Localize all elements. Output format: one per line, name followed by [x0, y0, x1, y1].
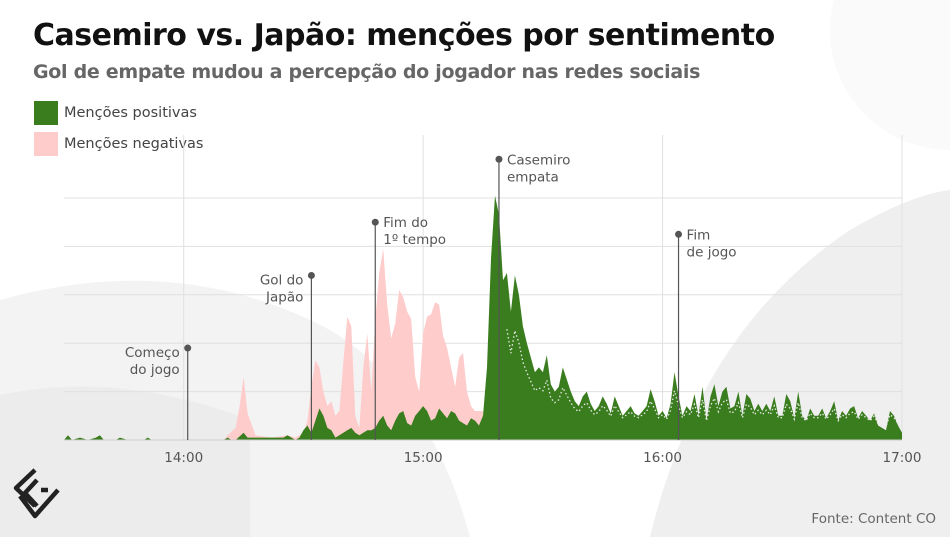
x-tick-label: 15:00 — [404, 450, 443, 466]
annotation-label: Começo — [125, 345, 180, 361]
annotation-label: 1º tempo — [383, 232, 446, 248]
annotation-dot — [307, 271, 315, 279]
chart-title: Casemiro vs. Japão: menções por sentimen… — [33, 18, 775, 53]
legend-label-positive: Menções positivas — [64, 105, 197, 121]
legend: Menções positivas Menções negativas — [34, 101, 204, 163]
legend-swatch-negative — [34, 132, 58, 156]
annotation-label: Casemiro — [507, 152, 570, 168]
source-note: Fonte: Content CO — [811, 511, 936, 527]
annotation-label: do jogo — [130, 362, 180, 378]
annotation-label: Gol do — [260, 272, 304, 288]
annotation-label: empata — [507, 169, 559, 185]
legend-label-negative: Menções negativas — [64, 136, 204, 152]
x-tick-label: 14:00 — [164, 450, 203, 466]
legend-item-positive: Menções positivas — [34, 101, 204, 125]
annotation-dot — [371, 218, 379, 226]
annotation-label: Japão — [265, 289, 303, 305]
legend-swatch-positive — [34, 101, 58, 125]
chart-subtitle: Gol de empate mudou a percepção do jogad… — [33, 61, 701, 83]
legend-item-negative: Menções negativas — [34, 132, 204, 156]
x-tick-label: 17:00 — [883, 450, 922, 466]
annotation-dot — [495, 155, 503, 163]
series-dotted-line — [506, 329, 903, 429]
x-tick-label: 16:00 — [643, 450, 682, 466]
annotation-label: Fim do — [383, 215, 428, 231]
annotation-label: de jogo — [687, 244, 737, 260]
annotation-label: Fim — [687, 227, 711, 243]
series-area-negative — [64, 248, 483, 440]
annotation-dot — [675, 230, 683, 238]
annotation-dot — [184, 344, 192, 352]
content-co-logo-icon — [13, 468, 60, 519]
series-area-positive — [64, 195, 902, 440]
